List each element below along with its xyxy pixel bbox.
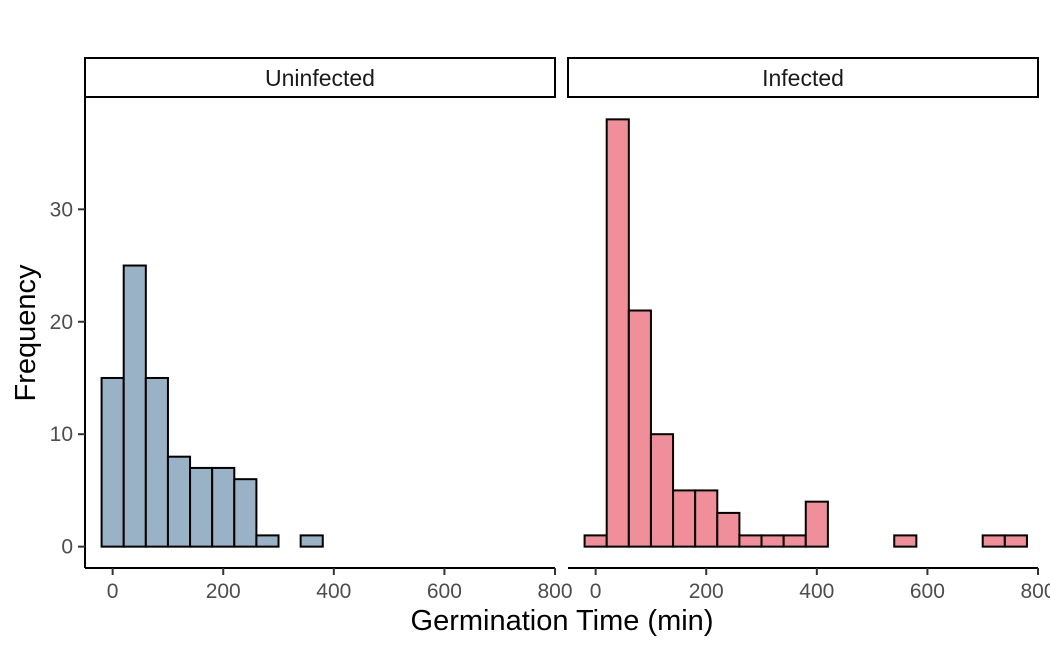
x-tick-label: 800	[1020, 580, 1050, 603]
y-tick-label: 10	[50, 423, 73, 446]
facet-strip	[84, 57, 556, 98]
histogram-bar	[299, 534, 324, 548]
histogram-bar	[672, 489, 697, 548]
histogram-bar	[716, 511, 741, 548]
histogram-bar	[782, 534, 807, 548]
x-tick-label: 600	[910, 580, 945, 603]
histogram-bar	[981, 534, 1006, 548]
histogram-bar	[760, 534, 785, 548]
histogram-bar	[649, 433, 675, 548]
histogram-bar	[211, 466, 236, 548]
histogram-bar	[583, 534, 608, 548]
facet-strip	[567, 57, 1039, 98]
facet-panel-1: Infected 0 200 400 600 800	[567, 57, 1050, 603]
histogram-bar	[1003, 534, 1028, 548]
histogram-bar	[255, 534, 280, 548]
y-axis-title: Frequency	[10, 264, 42, 402]
facet-strip-label: Uninfected	[265, 65, 375, 91]
facet-strip-label: Infected	[762, 65, 844, 91]
histogram-bar	[233, 478, 258, 548]
y-tick-label: 0	[61, 536, 73, 559]
histogram-bar	[694, 489, 719, 548]
histogram-bar	[100, 376, 125, 548]
x-axis-title: Germination Time (min)	[411, 605, 714, 637]
histogram-bar	[893, 534, 918, 548]
histogram-bar	[627, 309, 652, 548]
histogram-bar	[144, 376, 169, 548]
y-axis: 0 10 20 30	[50, 98, 86, 568]
histogram-bar	[804, 500, 829, 548]
x-tick-label: 200	[689, 580, 724, 603]
histogram-bar	[189, 466, 214, 548]
x-tick-label: 200	[206, 580, 241, 603]
histogram-bar	[605, 118, 630, 548]
facet-panels: Uninfected 0 200 400 600 800 Infected 0 200 400 60…	[84, 57, 1050, 603]
x-tick-label: 800	[537, 580, 572, 603]
histogram-bar	[122, 264, 147, 548]
histogram-bar	[166, 455, 192, 548]
histogram-bar	[738, 534, 763, 548]
x-tick-label: 400	[799, 580, 834, 603]
x-tick-label: 0	[590, 580, 602, 603]
x-tick-label: 0	[107, 580, 119, 603]
y-tick-label: 20	[50, 311, 73, 334]
y-tick-label: 30	[50, 198, 73, 221]
facet-panel-0: Uninfected 0 200 400 600 800	[84, 57, 573, 603]
x-tick-label: 600	[427, 580, 462, 603]
x-tick-label: 400	[316, 580, 351, 603]
